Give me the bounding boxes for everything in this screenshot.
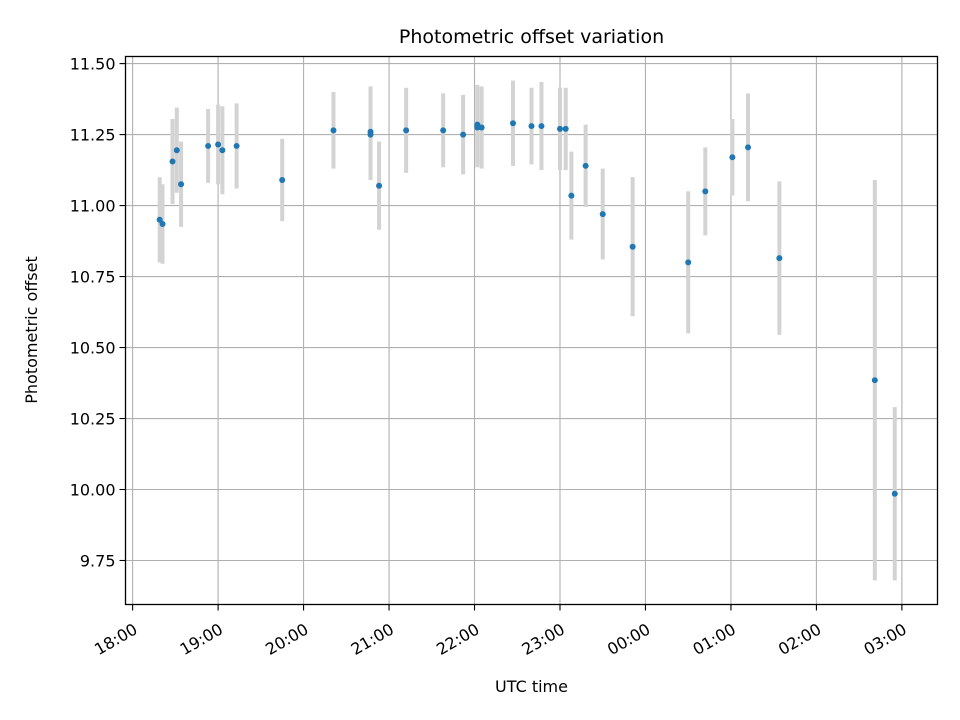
data-point bbox=[205, 142, 212, 149]
x-tick-label: 18:00 bbox=[91, 620, 140, 660]
data-point bbox=[685, 259, 692, 266]
x-tick-label: 00:00 bbox=[604, 620, 653, 660]
x-tick-label: 19:00 bbox=[177, 620, 226, 660]
error-bar-layer bbox=[157, 80, 897, 581]
data-point bbox=[233, 142, 240, 149]
data-point bbox=[702, 188, 709, 195]
data-point bbox=[440, 127, 447, 134]
data-point bbox=[219, 147, 226, 154]
data-point bbox=[460, 131, 467, 138]
data-point bbox=[367, 131, 374, 138]
data-point bbox=[159, 221, 166, 228]
data-point bbox=[474, 124, 481, 131]
x-tick-label: 21:00 bbox=[348, 620, 397, 660]
y-tick-label: 10.75 bbox=[70, 268, 116, 287]
data-point bbox=[173, 147, 180, 154]
data-point bbox=[403, 127, 410, 134]
x-tick-label: 02:00 bbox=[775, 620, 824, 660]
plot-frame bbox=[124, 55, 939, 606]
point-layer bbox=[156, 120, 898, 497]
data-point bbox=[528, 123, 535, 130]
data-point bbox=[178, 181, 185, 188]
chart-title: Photometric offset variation bbox=[399, 26, 664, 48]
data-point bbox=[156, 216, 163, 223]
y-tick-label: 10.25 bbox=[70, 410, 116, 429]
x-tick-label: 03:00 bbox=[860, 620, 909, 660]
data-point bbox=[478, 124, 485, 131]
x-tick-label: 23:00 bbox=[519, 620, 568, 660]
y-tick-label: 10.50 bbox=[70, 339, 116, 358]
data-point bbox=[330, 127, 337, 134]
data-point bbox=[891, 490, 898, 497]
x-tick-layer: 18:00 19:00 20:00 21:00 22:00 23:00 00:00 01:00… bbox=[91, 604, 910, 660]
data-point bbox=[599, 211, 606, 218]
y-tick-label: 11.25 bbox=[70, 126, 116, 145]
x-tick-label: 20:00 bbox=[262, 620, 311, 660]
data-point bbox=[776, 255, 783, 262]
y-tick-label: 10.00 bbox=[70, 481, 116, 500]
x-tick-label: 01:00 bbox=[690, 620, 739, 660]
data-point bbox=[629, 243, 636, 250]
data-point bbox=[568, 192, 575, 199]
y-axis-label: Photometric offset bbox=[22, 256, 41, 404]
data-point bbox=[562, 125, 569, 132]
y-tick-label: 9.75 bbox=[80, 551, 116, 570]
data-point bbox=[538, 123, 545, 130]
data-point bbox=[745, 144, 752, 151]
data-point bbox=[376, 182, 383, 189]
y-tick-label: 11.50 bbox=[70, 55, 116, 74]
data-point bbox=[279, 177, 286, 184]
data-point bbox=[215, 141, 222, 148]
x-tick-label: 22:00 bbox=[433, 620, 482, 660]
data-point bbox=[556, 125, 563, 132]
data-point bbox=[871, 377, 878, 384]
y-tick-layer: 9.75 10.00 10.25 10.50 10.75 11.00 11.25 11.50 bbox=[70, 55, 126, 570]
x-axis-label: UTC time bbox=[495, 677, 568, 696]
y-tick-label: 11.00 bbox=[70, 197, 116, 216]
data-point bbox=[582, 162, 589, 169]
data-point bbox=[729, 154, 736, 161]
data-point bbox=[509, 120, 516, 127]
data-point bbox=[169, 158, 176, 165]
